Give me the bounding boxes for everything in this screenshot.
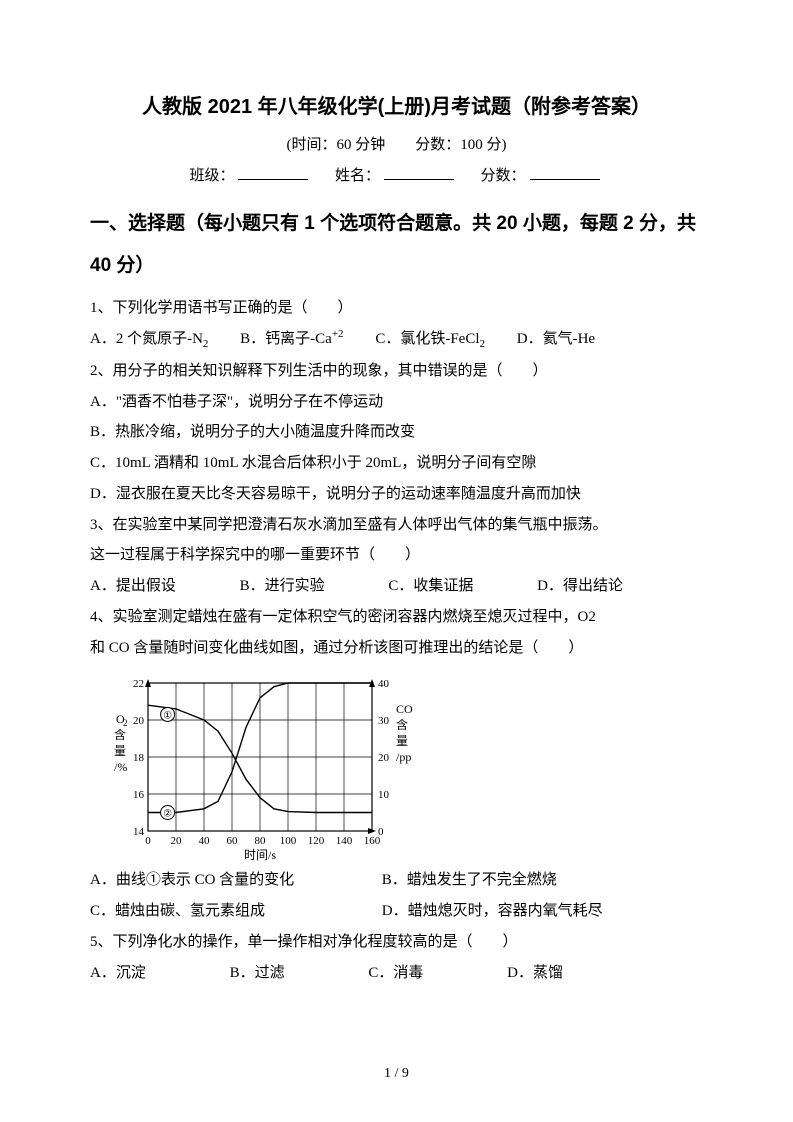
label-class: 班级： <box>189 168 234 184</box>
q2-opt-a: A．"酒香不怕巷子深"，说明分子在不停运动 <box>90 387 703 418</box>
svg-text:16: 16 <box>133 789 145 801</box>
subtitle-time: 60 分钟 <box>336 137 385 153</box>
label-score: 分数： <box>481 168 526 184</box>
svg-text:80: 80 <box>255 835 267 847</box>
svg-text:40: 40 <box>378 678 390 690</box>
svg-text:/pp: /pp <box>396 750 411 764</box>
exam-title: 人教版 2021 年八年级化学(上册)月考试题（附参考答案） <box>90 90 703 119</box>
q1-opt-b: B．钙离子-Ca+2 <box>240 323 343 355</box>
svg-text:140: 140 <box>336 835 353 847</box>
svg-text:20: 20 <box>378 752 390 764</box>
subtitle-mid: 分数： <box>385 137 460 153</box>
svg-text:2: 2 <box>123 718 128 728</box>
subtitle-score: 100 分 <box>460 137 501 153</box>
svg-text:120: 120 <box>308 835 325 847</box>
svg-text:0: 0 <box>145 835 151 847</box>
blank-name[interactable] <box>384 164 454 180</box>
q3-options: A．提出假设 B．进行实验 C．收集证据 D．得出结论 <box>90 571 703 602</box>
q5-opt-a: A．沉淀 <box>90 958 146 989</box>
svg-text:18: 18 <box>133 752 145 764</box>
svg-text:60: 60 <box>227 835 239 847</box>
svg-text:22: 22 <box>133 678 144 690</box>
q4-options-row1: A．曲线①表示 CO 含量的变化 B．蜡烛发生了不完全燃烧 <box>90 865 703 896</box>
svg-text:量: 量 <box>114 744 126 758</box>
q5-opt-b: B．过滤 <box>230 958 285 989</box>
svg-text:14: 14 <box>133 826 145 838</box>
chart-svg: 0204060801001201401601416182022010203040… <box>102 671 422 861</box>
q5-opt-d: D．蒸馏 <box>507 958 563 989</box>
svg-text:20: 20 <box>133 715 145 727</box>
page-number: 1 / 9 <box>0 1066 793 1082</box>
blank-score[interactable] <box>530 164 600 180</box>
q3-opt-d: D．得出结论 <box>537 571 623 602</box>
q2-opt-c: C．10mL 酒精和 10mL 水混合后体积小于 20mL，说明分子间有空隙 <box>90 448 703 479</box>
q4-chart: 0204060801001201401601416182022010203040… <box>102 671 703 861</box>
page: 人教版 2021 年八年级化学(上册)月考试题（附参考答案） (时间：60 分钟… <box>0 0 793 1122</box>
svg-text:100: 100 <box>280 835 297 847</box>
q3-stem-1: 3、在实验室中某同学把澄清石灰水滴加至盛有人体呼出气体的集气瓶中振荡。 <box>90 510 703 541</box>
svg-text:10: 10 <box>378 789 390 801</box>
svg-text:CO: CO <box>396 702 413 716</box>
q1-stem: 1、下列化学用语书写正确的是（ ） <box>90 293 703 324</box>
q1-a-text: A．2 个氮原子-N <box>90 331 203 347</box>
q4-opt-d: D．蜡烛熄灭时，容器内氧气耗尽 <box>382 896 603 927</box>
subtitle-suffix: ) <box>502 137 507 153</box>
q5-options: A．沉淀 B．过滤 C．消毒 D．蒸馏 <box>90 958 703 989</box>
q2-opt-b: B．热胀冷缩，说明分子的大小随温度升降而改变 <box>90 417 703 448</box>
svg-text:40: 40 <box>199 835 211 847</box>
q3-stem-2: 这一过程属于科学探究中的哪一重要环节（ ） <box>90 540 703 571</box>
q4-opt-a: A．曲线①表示 CO 含量的变化 <box>90 865 350 896</box>
q1-opt-c: C．氯化铁-FeCl2 <box>375 324 485 356</box>
svg-text:30: 30 <box>378 715 390 727</box>
q3-opt-c: C．收集证据 <box>388 571 473 602</box>
svg-text:含: 含 <box>114 727 126 742</box>
q1-a-sub: 2 <box>203 338 209 350</box>
q5-opt-c: C．消毒 <box>368 958 423 989</box>
section-1-head: 一、选择题（每小题只有 1 个选项符合题意。共 20 小题，每题 2 分，共 4… <box>90 203 703 287</box>
svg-text:含: 含 <box>396 717 408 732</box>
svg-text:时间/s: 时间/s <box>244 848 276 861</box>
blank-class[interactable] <box>238 164 308 180</box>
q1-c-text: C．氯化铁-FeCl <box>375 331 479 347</box>
q5-stem: 5、下列净化水的操作，单一操作相对净化程度较高的是（ ） <box>90 927 703 958</box>
q4-stem-1: 4、实验室测定蜡烛在盛有一定体积空气的密闭容器内燃烧至熄灭过程中，O2 <box>90 602 703 633</box>
q1-options: A．2 个氮原子-N2 B．钙离子-Ca+2 C．氯化铁-FeCl2 D．氦气-… <box>90 323 703 356</box>
svg-text:量: 量 <box>396 734 408 748</box>
q1-b-text: B．钙离子-Ca <box>240 331 332 347</box>
exam-subtitle: (时间：60 分钟 分数：100 分) <box>90 133 703 154</box>
q1-opt-d: D．氦气-He <box>517 324 595 355</box>
svg-text:②: ② <box>163 809 172 820</box>
q4-opt-b: B．蜡烛发生了不完全燃烧 <box>382 865 557 896</box>
q1-b-sup: +2 <box>332 328 344 340</box>
svg-text:0: 0 <box>378 826 384 838</box>
q1-opt-a: A．2 个氮原子-N2 <box>90 324 208 356</box>
q2-opt-d: D．湿衣服在夏天比冬天容易晾干，说明分子的运动速率随温度升高而加快 <box>90 479 703 510</box>
svg-text:/%: /% <box>114 760 127 774</box>
q4-opt-c: C．蜡烛由碳、氢元素组成 <box>90 896 350 927</box>
q3-opt-a: A．提出假设 <box>90 571 176 602</box>
q4-stem-2: 和 CO 含量随时间变化曲线如图，通过分析该图可推理出的结论是（ ） <box>90 633 703 664</box>
subtitle-prefix: (时间： <box>286 137 336 153</box>
svg-text:①: ① <box>163 711 172 722</box>
q4-options-row2: C．蜡烛由碳、氢元素组成 D．蜡烛熄灭时，容器内氧气耗尽 <box>90 896 703 927</box>
info-line: 班级： 姓名： 分数： <box>90 164 703 185</box>
svg-text:20: 20 <box>171 835 183 847</box>
q2-stem: 2、用分子的相关知识解释下列生活中的现象，其中错误的是（ ） <box>90 356 703 387</box>
q1-c-sub: 2 <box>480 338 486 350</box>
q3-opt-b: B．进行实验 <box>240 571 325 602</box>
label-name: 姓名： <box>335 168 380 184</box>
